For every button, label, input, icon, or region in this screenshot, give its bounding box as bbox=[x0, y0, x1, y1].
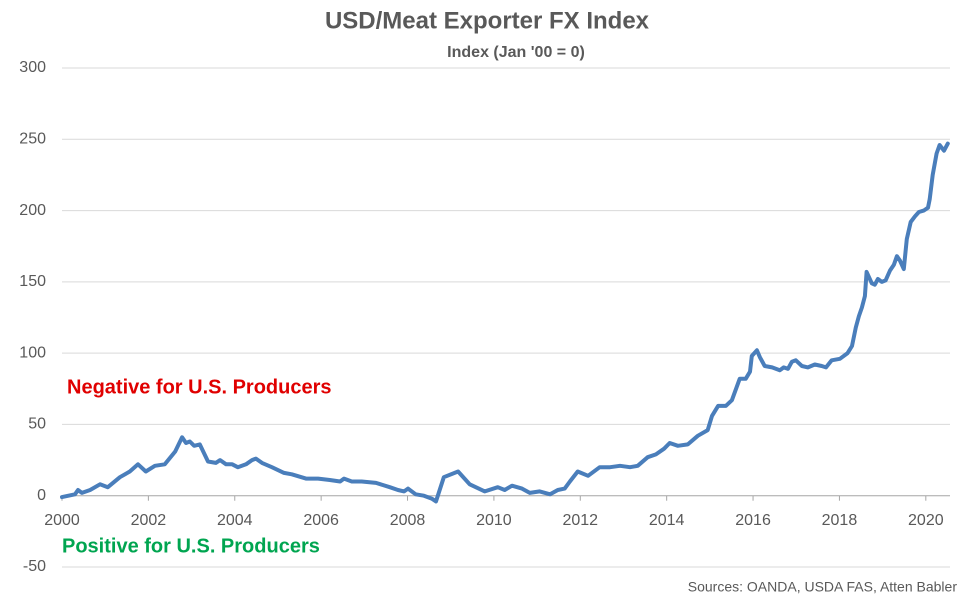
x-tick-label: 2012 bbox=[562, 512, 598, 529]
x-tick-label: 2016 bbox=[735, 512, 771, 529]
x-tick-label: 2010 bbox=[476, 512, 512, 529]
y-tick-label: 150 bbox=[19, 273, 46, 290]
chart-title: USD/Meat Exporter FX Index bbox=[325, 7, 650, 34]
x-tick-label: 2020 bbox=[908, 512, 944, 529]
x-tick-label: 2002 bbox=[131, 512, 167, 529]
x-tick-label: 2014 bbox=[649, 512, 685, 529]
y-tick-label: 50 bbox=[28, 416, 46, 433]
x-tick-label: 2018 bbox=[822, 512, 858, 529]
y-tick-label: -50 bbox=[23, 558, 46, 575]
annotation: Negative for U.S. Producers bbox=[67, 376, 332, 398]
y-tick-label: 0 bbox=[37, 487, 46, 504]
x-tick-label: 2008 bbox=[390, 512, 426, 529]
source: Sources: OANDA, USDA FAS, Atten Babler bbox=[688, 579, 958, 595]
y-tick-label: 250 bbox=[19, 131, 46, 148]
x-tick-label: 2004 bbox=[217, 512, 253, 529]
annotation: Positive for U.S. Producers bbox=[62, 535, 320, 557]
y-tick-label: 200 bbox=[19, 202, 46, 219]
y-tick-label: 100 bbox=[19, 344, 46, 361]
y-tick-label: 300 bbox=[19, 59, 46, 76]
x-tick-label: 2000 bbox=[44, 512, 80, 529]
x-tick-label: 2006 bbox=[303, 512, 339, 529]
chart-subtitle: Index (Jan '00 = 0) bbox=[447, 44, 585, 61]
data-line bbox=[60, 141, 950, 504]
